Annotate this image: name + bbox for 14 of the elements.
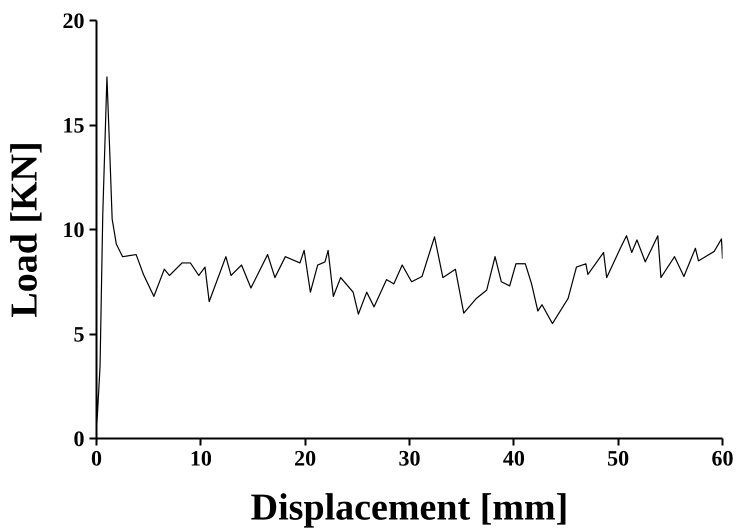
- x-axis-title: Displacement [mm]: [250, 486, 568, 528]
- y-tick-label: 10: [62, 217, 84, 242]
- x-tick-label: 30: [398, 446, 420, 470]
- x-tick-label: 0: [91, 446, 102, 470]
- y-tick-label: 0: [74, 426, 84, 451]
- y-tick-label: 20: [62, 8, 84, 33]
- x-tick-label: 10: [190, 446, 212, 470]
- x-tick-label: 50: [607, 446, 630, 470]
- y-tick-label: 15: [62, 112, 84, 138]
- x-tick-label: 40: [502, 446, 525, 470]
- x-tick-label: 60: [712, 446, 734, 470]
- y-axis-title: Load [KN]: [4, 141, 46, 318]
- x-tick-label: 20: [294, 446, 316, 470]
- y-tick-label: 5: [74, 322, 84, 346]
